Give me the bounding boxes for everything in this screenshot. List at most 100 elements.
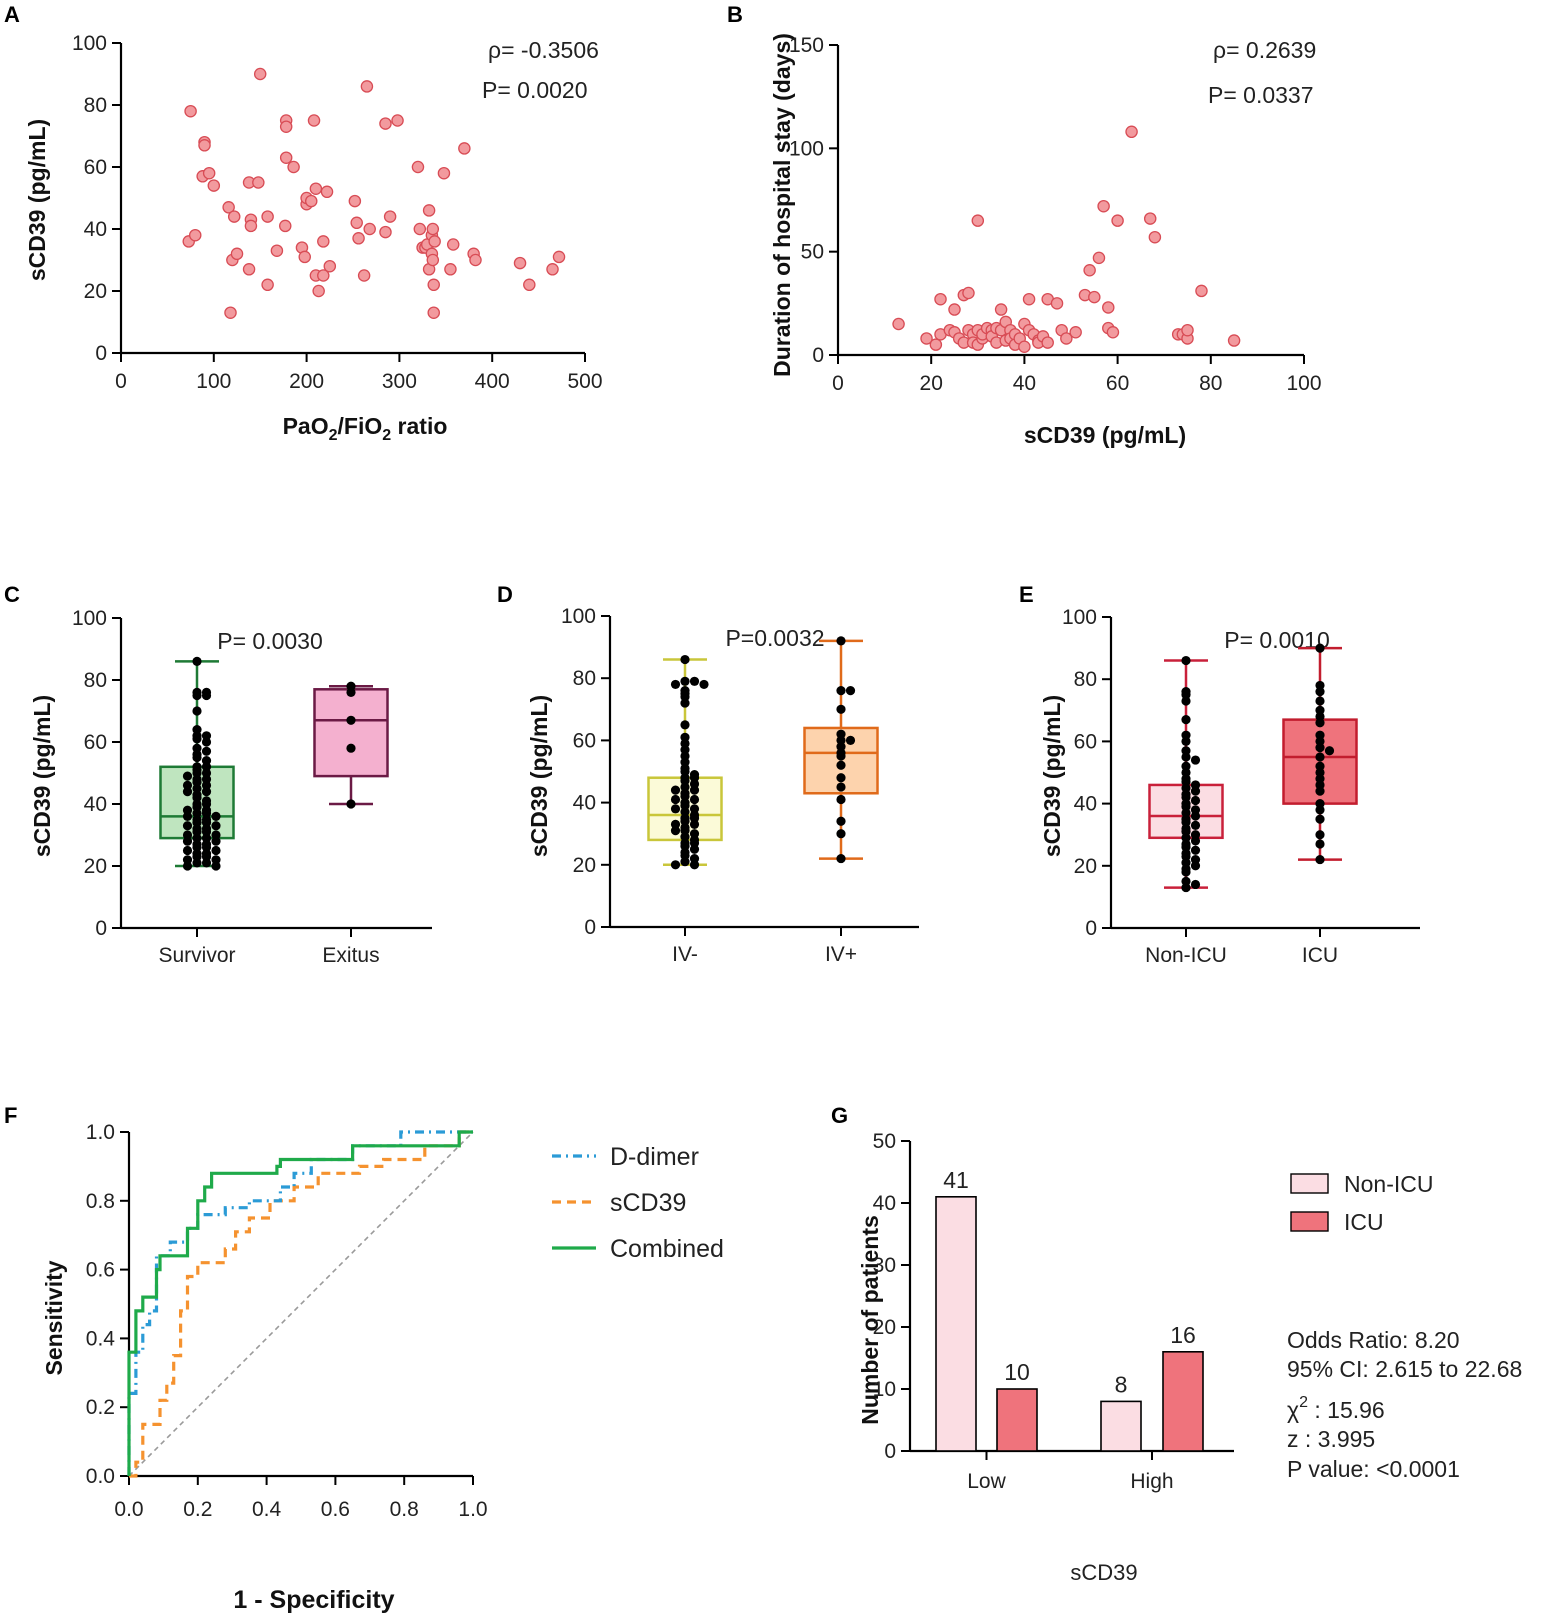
panel-b-rho: ρ= 0.2639	[1213, 37, 1316, 63]
panel-b-point	[1111, 214, 1124, 227]
panel-a-x-tick-label: 200	[289, 370, 324, 393]
panel-f-x-tick-label: 0.4	[252, 1498, 282, 1521]
panel-g-bar-non-icu	[1100, 1400, 1142, 1452]
panel-e-y-tick-label: 0	[1085, 917, 1097, 940]
panel-e-y-tick-label: 20	[1074, 855, 1097, 878]
panel-c-point	[211, 821, 221, 831]
panel-b-x-tick-label: 60	[1106, 372, 1129, 395]
panel-c-y-tick-label: 40	[84, 793, 107, 816]
panel-d-point	[836, 829, 846, 839]
panel-letter-d: D	[497, 582, 513, 607]
panel-e-point	[1315, 839, 1325, 849]
panel-d-point	[845, 735, 856, 746]
stat-odds-ratio: Odds Ratio: 8.20	[1287, 1327, 1460, 1353]
panel-d-point	[689, 838, 700, 848]
panel-g-legend: Non-ICU ICU	[1290, 1171, 1433, 1235]
panel-c-point	[182, 771, 193, 781]
legend-swatch-non-icu	[1290, 1173, 1329, 1194]
panel-d-point	[836, 853, 846, 864]
panel-d-point	[680, 676, 690, 686]
panel-d-point	[670, 804, 681, 814]
panel-a-rho: ρ= -0.3506	[488, 37, 599, 63]
stat-chi-symbol: χ	[1287, 1397, 1299, 1423]
panel-g-y-tick-label: 10	[873, 1378, 896, 1401]
panel-e-point	[1315, 814, 1325, 824]
panel-g-y-tick-label: 50	[873, 1130, 896, 1153]
panel-d-point	[670, 785, 681, 795]
panel-b-point	[1060, 332, 1073, 345]
panel-d-point	[689, 813, 700, 823]
panel-a-point	[279, 151, 293, 164]
panel-d-y-tick-label: 80	[573, 667, 596, 690]
panel-d-point	[836, 794, 846, 805]
panel-a-point	[427, 306, 440, 319]
panel-a-point	[379, 225, 392, 239]
panel-c-x-tick-label: Exitus	[322, 944, 379, 967]
panel-a-point	[202, 166, 216, 180]
panel-a-point	[546, 263, 559, 276]
panel-a-point	[252, 176, 265, 189]
panel-f-plot: 0.0 0.2 0.4 0.6 0.8 1.0 0.0 0.2 0.4 0.6 0.8 1.0	[86, 1121, 488, 1521]
panel-a-point	[444, 263, 457, 276]
panel-c-point	[182, 811, 193, 822]
panel-d-point	[689, 860, 700, 870]
panel-b-point	[1018, 340, 1031, 353]
panel-d-point	[670, 794, 681, 805]
panel-c-y-tick-label: 80	[84, 669, 107, 692]
panel-d-plot: 0 20 40 60 80 100 IV- IV+	[561, 605, 919, 966]
panel-e-point	[1181, 715, 1191, 725]
panel-b-point	[1069, 326, 1082, 339]
stat-chi-superscript: 2	[1299, 1394, 1308, 1411]
panel-g-x-tick-label: High	[1130, 1470, 1173, 1493]
panel-c-point	[201, 858, 212, 868]
panel-b-point	[1097, 199, 1110, 213]
panel-d-point	[836, 751, 846, 761]
panel-g-plot: 0 10 20 30 40 50 Low 41 10 High 8 16	[873, 1130, 1234, 1493]
panel-d-point	[670, 679, 681, 690]
panel-g-x-tick-label: Low	[967, 1470, 1006, 1493]
panel-a-point	[184, 104, 197, 118]
panel-a-point	[207, 179, 221, 192]
panel-c-point	[192, 752, 202, 763]
panel-c-point	[192, 706, 202, 716]
panel-d-x-tick-label: IV+	[825, 943, 857, 966]
panel-a-point	[357, 269, 371, 282]
panel-a-y-tick-label: 0	[95, 342, 107, 365]
panel-c-ylabel: sCD39 (pg/mL)	[29, 695, 55, 857]
panel-e-point	[1190, 795, 1201, 806]
panel-f-y-tick-label: 0.2	[86, 1396, 115, 1419]
panel-f: Sensitivity 1 - Specificity 0.0 0.2 0.4 0.6…	[41, 1121, 724, 1614]
panel-c-point	[201, 690, 212, 701]
legend-label: Combined	[610, 1235, 724, 1263]
panel-a-point	[379, 117, 392, 130]
panel-b: Duration of hospital stay (days) sCD39 (…	[769, 33, 1322, 448]
panel-c-point	[182, 861, 193, 871]
panel-c-point	[192, 690, 202, 701]
panel-d-point	[680, 857, 690, 867]
panel-a-point	[261, 278, 274, 292]
panel-d-point	[689, 794, 700, 805]
panel-a-point	[261, 210, 274, 223]
panel-f-y-tick-label: 0.0	[86, 1465, 115, 1488]
panel-d-y-tick-label: 60	[573, 729, 596, 752]
legend-label: D-dimer	[610, 1143, 699, 1171]
panel-b-point	[1050, 297, 1064, 310]
panel-d: sCD39 (pg/mL) P=0.0032 0 20 40 60 80 100 IV- IV…	[526, 605, 919, 966]
panel-c-point	[346, 715, 356, 725]
panel-a-x-tick-label: 100	[196, 370, 231, 393]
panel-a-point	[360, 80, 374, 93]
panel-a-pvalue: P= 0.0020	[482, 77, 588, 103]
panel-c-y-tick-label: 20	[84, 855, 107, 878]
panel-a-plot: 0 20 40 60 80 100 0 100 200 300 400 500	[72, 32, 603, 393]
panel-a-point	[413, 222, 427, 236]
panel-c-point	[182, 821, 193, 831]
panel-c-point	[346, 799, 356, 809]
panel-f-y-tick-label: 0.6	[86, 1259, 115, 1282]
panel-a-point	[426, 222, 440, 236]
panel-g-value-label: 16	[1170, 1322, 1196, 1348]
panel-f-x-tick-label: 0.8	[390, 1498, 419, 1521]
panel-e-point	[1315, 786, 1325, 796]
panel-a-point	[279, 219, 292, 233]
panel-b-y-tick-label: 100	[789, 137, 824, 160]
panel-b-point	[892, 317, 905, 331]
